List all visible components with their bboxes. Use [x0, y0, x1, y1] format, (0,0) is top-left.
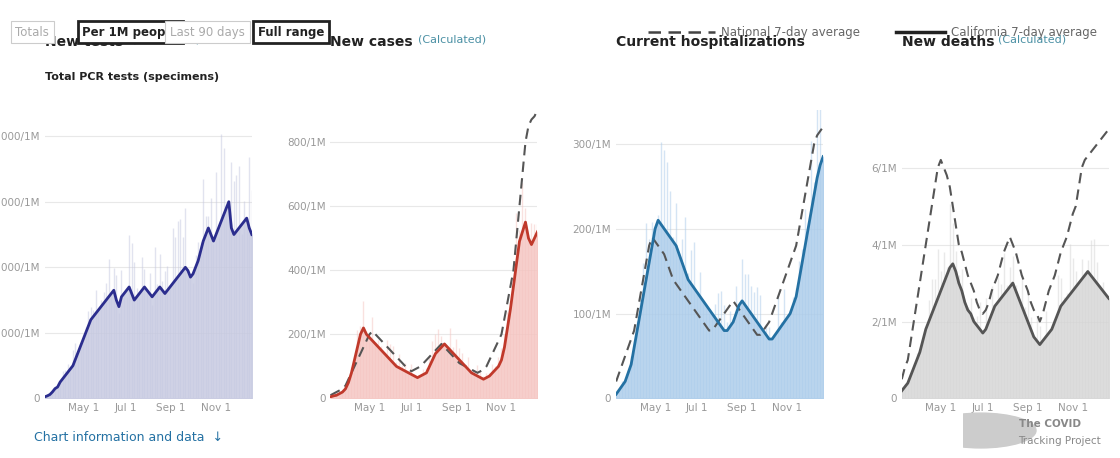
Text: Current hospitalizations: Current hospitalizations: [616, 35, 805, 49]
Text: Last 90 days: Last 90 days: [170, 26, 245, 38]
Text: National 7-day average: National 7-day average: [721, 26, 860, 38]
Circle shape: [925, 413, 1036, 448]
Text: (Calculated): (Calculated): [125, 35, 200, 45]
Text: (Calculated): (Calculated): [411, 35, 486, 45]
Text: The COVID: The COVID: [1018, 419, 1081, 429]
Text: New cases: New cases: [330, 35, 413, 49]
Text: (Calculated): (Calculated): [991, 35, 1066, 45]
Text: Totals: Totals: [16, 26, 49, 38]
Text: Per 1M people: Per 1M people: [83, 26, 178, 38]
Text: Chart information and data  ↓: Chart information and data ↓: [34, 431, 223, 444]
Text: California 7-day average: California 7-day average: [951, 26, 1096, 38]
Text: Full range: Full range: [258, 26, 324, 38]
Text: Tracking Project: Tracking Project: [1018, 436, 1101, 446]
Text: New deaths: New deaths: [902, 35, 995, 49]
Text: Total PCR tests (specimens): Total PCR tests (specimens): [45, 72, 218, 82]
Text: New tests: New tests: [45, 35, 123, 49]
